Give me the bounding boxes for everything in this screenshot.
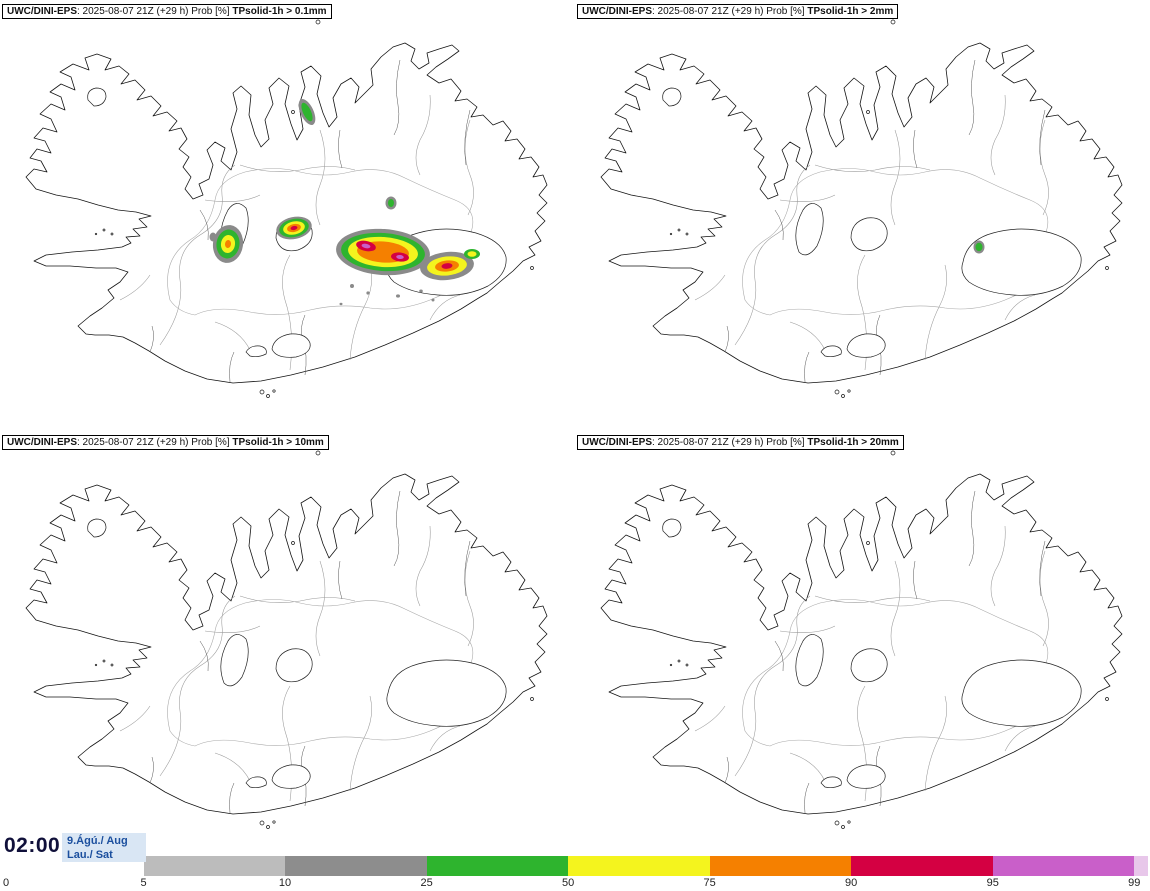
- valid-date: 9.Ágú./ Aug Lau./ Sat: [62, 833, 146, 862]
- panel-title: UWC/DINI-EPS: 2025-08-07 21Z (+29 h) Pro…: [577, 435, 904, 450]
- panel-title: UWC/DINI-EPS: 2025-08-07 21Z (+29 h) Pro…: [2, 435, 329, 450]
- colorbar: [2, 856, 1148, 876]
- colorbar-overflow-segment: [1134, 856, 1148, 876]
- colorbar-ticks: 0 5 10 25 50 75 90 95 99: [2, 877, 1148, 890]
- date-line-1: 9.Ágú./ Aug: [67, 835, 128, 847]
- colorbar-tick: 90: [845, 877, 858, 889]
- product-label: UWC/DINI-EPS: [7, 6, 77, 17]
- prob-contour: [224, 240, 232, 248]
- run-info: : 2025-08-07 21Z (+29 h) Prob [%]: [77, 437, 233, 448]
- run-info: : 2025-08-07 21Z (+29 h) Prob [%]: [652, 6, 808, 17]
- map-panel-prob-gt-20mm: UWC/DINI-EPS: 2025-08-07 21Z (+29 h) Pro…: [575, 431, 1150, 851]
- colorbar-tick: 50: [561, 877, 575, 889]
- panel-title: UWC/DINI-EPS: 2025-08-07 21Z (+29 h) Pro…: [577, 4, 899, 19]
- prob-contour: [396, 294, 400, 298]
- prob-contour: [396, 254, 404, 260]
- prob-contour: [290, 225, 298, 231]
- product-label: UWC/DINI-EPS: [7, 437, 77, 448]
- prob-contour: [419, 289, 423, 293]
- colorbar-segment: [143, 856, 286, 876]
- probability-overlay: [209, 99, 480, 306]
- prob-contour: [301, 102, 313, 122]
- panel-title: UWC/DINI-EPS: 2025-08-07 21Z (+29 h) Pro…: [2, 4, 332, 19]
- product-label: UWC/DINI-EPS: [582, 6, 652, 17]
- date-line-2: Lau./ Sat: [67, 849, 113, 861]
- iceland-map: [600, 19, 1123, 398]
- prob-contour: [339, 302, 343, 306]
- prob-contour: [350, 284, 354, 288]
- colorbar-tick: 0: [3, 877, 10, 889]
- threshold-label: TPsolid-1h > 10mm: [232, 437, 324, 448]
- colorbar-segment: [426, 856, 569, 876]
- map-panel-prob-gt-2mm: UWC/DINI-EPS: 2025-08-07 21Z (+29 h) Pro…: [575, 0, 1150, 420]
- run-info: : 2025-08-07 21Z (+29 h) Prob [%]: [652, 437, 808, 448]
- run-info: : 2025-08-07 21Z (+29 h) Prob [%]: [77, 6, 233, 17]
- colorbar-segment: [568, 856, 710, 876]
- colorbar-tick: 10: [278, 877, 292, 889]
- colorbar-tick: 95: [986, 877, 999, 889]
- prob-contour: [441, 263, 453, 269]
- iceland-map: [25, 450, 548, 829]
- probability-overlay: [973, 240, 985, 254]
- threshold-label: TPsolid-1h > 0.1mm: [232, 6, 327, 17]
- product-label: UWC/DINI-EPS: [582, 437, 652, 448]
- colorbar-tick: 75: [703, 877, 716, 889]
- prob-contour: [975, 242, 983, 252]
- colorbar-segment: [992, 856, 1135, 876]
- map-panel-prob-gt-0.1mm: UWC/DINI-EPS: 2025-08-07 21Z (+29 h) Pro…: [0, 0, 575, 420]
- iceland-map: [25, 19, 548, 398]
- iceland-map: [600, 450, 1123, 829]
- threshold-label: TPsolid-1h > 20mm: [807, 437, 899, 448]
- colorbar-tick: 5: [140, 877, 147, 889]
- threshold-label: TPsolid-1h > 2mm: [807, 6, 894, 17]
- colorbar-tick: 99: [1128, 877, 1141, 889]
- colorbar-tick: 25: [420, 877, 433, 889]
- colorbar-segment: [285, 856, 427, 876]
- colorbar-segment: [709, 856, 852, 876]
- colorbar-segment: [851, 856, 993, 876]
- prob-contour: [467, 251, 477, 257]
- prob-contour: [361, 243, 371, 249]
- map-panel-prob-gt-10mm: UWC/DINI-EPS: 2025-08-07 21Z (+29 h) Pro…: [0, 431, 575, 851]
- prob-contour: [388, 199, 394, 207]
- prob-contour: [431, 298, 435, 302]
- prob-contour: [366, 291, 370, 295]
- valid-time: 02:00: [4, 834, 61, 857]
